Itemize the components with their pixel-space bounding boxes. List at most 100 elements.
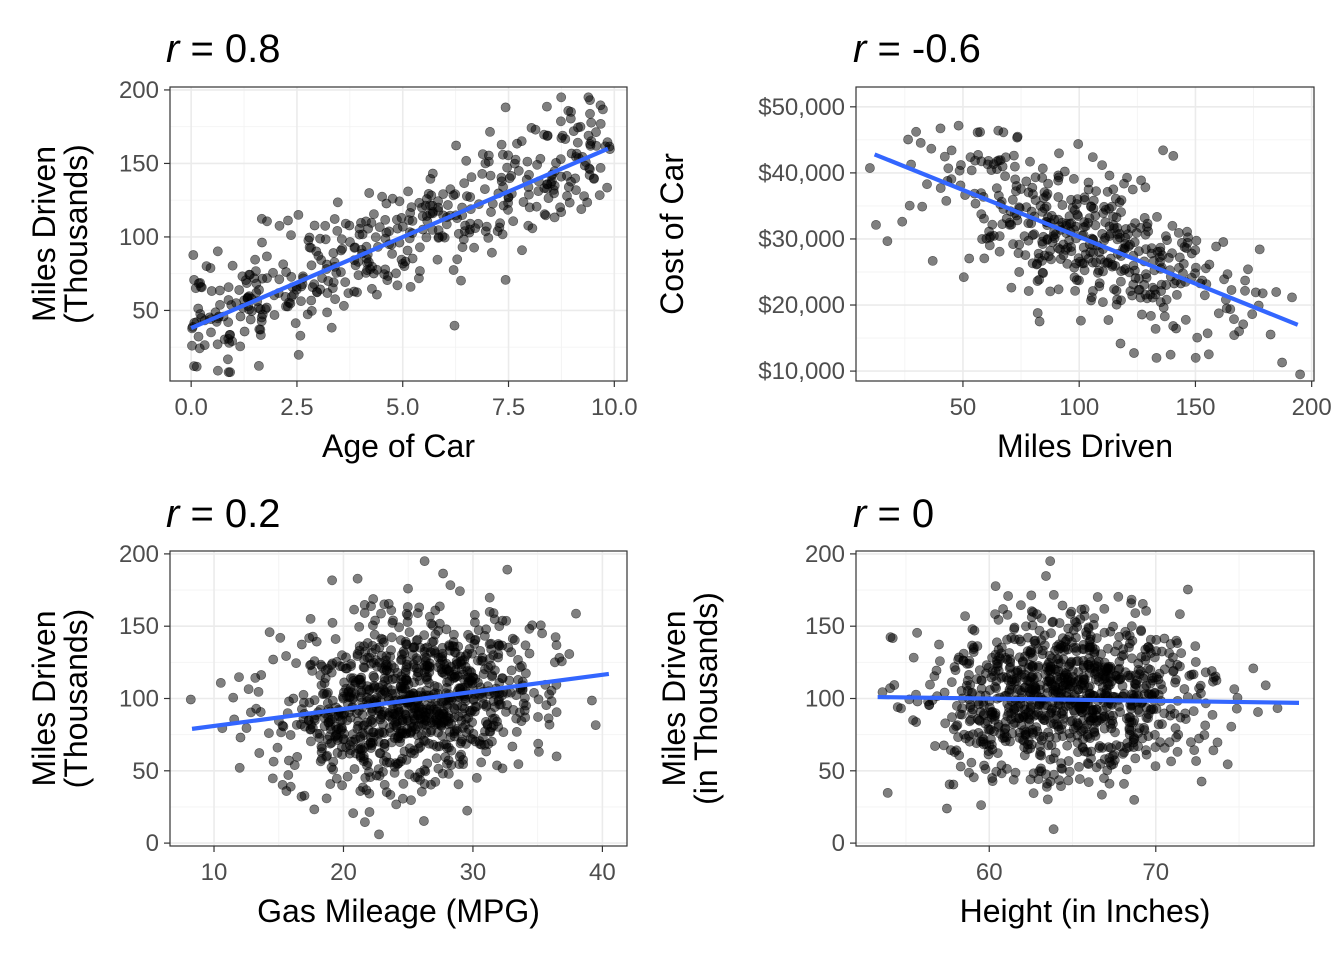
data-point	[1212, 737, 1223, 748]
data-point	[212, 339, 223, 350]
data-point	[1030, 681, 1041, 692]
data-point	[1108, 621, 1118, 632]
data-point	[1006, 714, 1016, 725]
regression-line	[877, 694, 1300, 705]
data-point	[212, 365, 223, 376]
data-point	[507, 741, 518, 752]
data-point	[542, 130, 553, 141]
data-point	[239, 326, 250, 337]
data-point	[1038, 731, 1049, 742]
data-point	[1018, 657, 1028, 667]
data-point	[379, 269, 390, 279]
data-point	[509, 635, 520, 646]
data-point	[1089, 613, 1100, 624]
data-point	[268, 654, 279, 665]
data-point	[283, 770, 294, 780]
data-point	[1053, 192, 1064, 202]
data-point	[281, 651, 291, 661]
data-point	[1137, 309, 1147, 320]
plot-frame	[855, 86, 1315, 382]
x-axis: 60 70	[976, 846, 1169, 886]
data-point	[418, 816, 429, 826]
panel-title: r = -0.6	[853, 27, 981, 71]
data-point	[1124, 723, 1135, 734]
data-point	[1110, 727, 1120, 738]
data-point	[1037, 172, 1048, 183]
data-point	[462, 805, 473, 816]
data-point	[571, 608, 581, 619]
data-point	[564, 197, 575, 208]
data-point	[401, 608, 412, 619]
data-point	[1087, 707, 1098, 718]
data-point	[503, 197, 513, 208]
data-point	[1207, 710, 1218, 720]
data-point	[1260, 680, 1271, 691]
regression-line	[191, 671, 610, 731]
data-point	[185, 694, 196, 705]
data-point	[594, 190, 605, 201]
data-point	[908, 715, 918, 726]
data-point	[1171, 323, 1181, 334]
data-point	[991, 183, 1002, 194]
data-point	[462, 666, 473, 676]
data-point	[1142, 293, 1152, 304]
data-point	[454, 751, 465, 762]
data-point	[1024, 676, 1034, 687]
data-point	[1000, 152, 1011, 163]
data-point	[1011, 186, 1021, 197]
data-point	[262, 216, 272, 227]
data-point	[542, 101, 552, 112]
data-point	[401, 755, 412, 765]
plot-frame	[169, 86, 628, 382]
x-axis: 0.0 2.5 5.0 7.5 10.0	[174, 381, 638, 421]
data-point	[954, 750, 965, 761]
data-point	[994, 651, 1004, 662]
data-point	[555, 154, 566, 164]
data-point	[934, 639, 944, 650]
data-point	[1103, 643, 1113, 654]
data-point	[405, 748, 416, 758]
data-point	[892, 702, 903, 712]
data-point	[1054, 639, 1064, 650]
data-point	[366, 647, 377, 658]
data-point	[488, 720, 499, 731]
data-point	[386, 645, 396, 656]
data-point	[363, 257, 374, 267]
data-point	[1190, 268, 1200, 279]
data-point	[1119, 178, 1129, 189]
data-point	[1155, 737, 1165, 747]
data-point	[993, 125, 1004, 136]
data-point	[366, 217, 377, 228]
x-tick-label: 60	[976, 859, 1003, 886]
y-axis-title-line: Miles Driven	[656, 610, 692, 786]
data-point	[424, 738, 434, 749]
x-tick-label: 10	[201, 859, 228, 886]
data-point	[427, 200, 438, 211]
data-point	[306, 659, 316, 670]
data-point	[1105, 673, 1116, 683]
data-point	[396, 254, 407, 265]
data-point	[480, 158, 491, 169]
data-point	[434, 601, 445, 612]
data-point	[964, 716, 975, 727]
data-point	[1009, 622, 1020, 633]
y-axis-title-line: Miles Driven	[26, 610, 62, 786]
data-point	[530, 124, 541, 135]
data-point	[237, 271, 248, 282]
data-point	[390, 688, 401, 699]
x-axis-title: Gas Mileage (MPG)	[257, 893, 540, 929]
data-point	[1164, 737, 1175, 748]
data-point	[935, 183, 946, 193]
data-point	[1007, 194, 1018, 205]
data-point	[969, 625, 980, 636]
data-point	[349, 764, 360, 774]
data-point	[448, 265, 459, 275]
data-point	[1046, 254, 1056, 265]
data-point	[993, 665, 1004, 676]
data-point	[1090, 210, 1101, 221]
data-point	[1143, 642, 1154, 652]
data-point	[506, 665, 517, 676]
data-point	[1087, 152, 1098, 162]
data-point	[1042, 234, 1053, 245]
data-point	[1167, 248, 1177, 259]
